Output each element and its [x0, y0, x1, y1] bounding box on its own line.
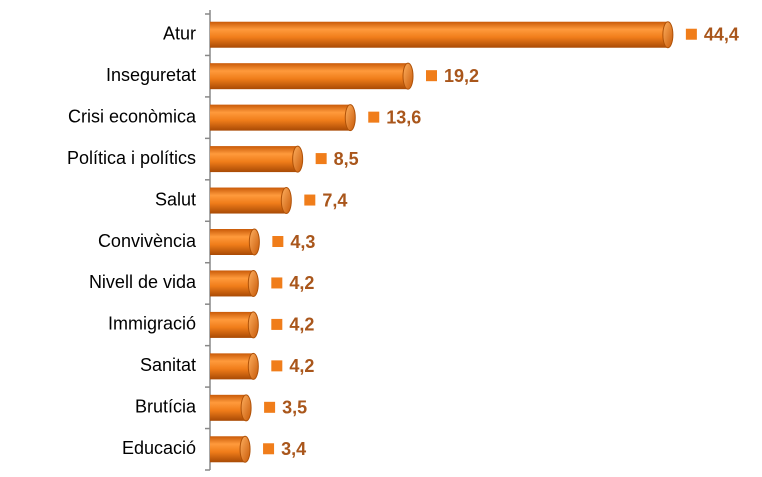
bar [210, 21, 674, 49]
legend-marker [315, 153, 327, 165]
y-tick-label: Nivell de vida [89, 272, 197, 292]
y-tick-label: Brutícia [135, 397, 197, 417]
bar [210, 228, 260, 256]
y-tick-label: Convivència [98, 231, 197, 251]
bar [210, 311, 259, 339]
bar [210, 104, 356, 132]
bar [210, 435, 251, 463]
legend-marker [368, 111, 380, 123]
legend-marker [271, 360, 283, 372]
y-tick-label: Salut [155, 189, 196, 209]
bar [210, 187, 292, 215]
data-label: 44,4 [704, 24, 739, 44]
bar [210, 394, 252, 422]
data-label: 4,2 [289, 356, 314, 376]
y-tick-label: Sanitat [140, 355, 196, 375]
data-label: 4,2 [289, 315, 314, 335]
y-tick-label: Crisi econòmica [68, 106, 197, 126]
legend-marker [272, 236, 284, 247]
y-tick-label: Inseguretat [106, 65, 196, 85]
y-tick-label: Educació [122, 438, 196, 458]
legend-marker [426, 70, 437, 82]
legend-marker [685, 28, 697, 40]
bar [210, 352, 259, 380]
data-label: 8,5 [334, 149, 359, 169]
legend-marker [263, 443, 275, 455]
legend-marker [264, 401, 276, 413]
bar [210, 145, 304, 173]
bar [210, 269, 259, 297]
legend-marker [304, 194, 316, 206]
legend-marker [271, 318, 283, 330]
data-label: 4,3 [290, 232, 315, 252]
legend-marker [271, 277, 283, 289]
data-label: 3,5 [282, 398, 307, 418]
bar [210, 62, 414, 90]
data-label: 7,4 [322, 190, 347, 210]
y-tick-label: Immigració [108, 314, 196, 334]
data-label: 4,2 [289, 273, 314, 293]
y-tick-label: Política i polítics [67, 148, 196, 168]
data-label: 3,4 [281, 439, 306, 459]
data-label: 13,6 [386, 107, 421, 127]
y-tick-label: Atur [163, 23, 196, 43]
data-label: 19,2 [444, 66, 479, 86]
